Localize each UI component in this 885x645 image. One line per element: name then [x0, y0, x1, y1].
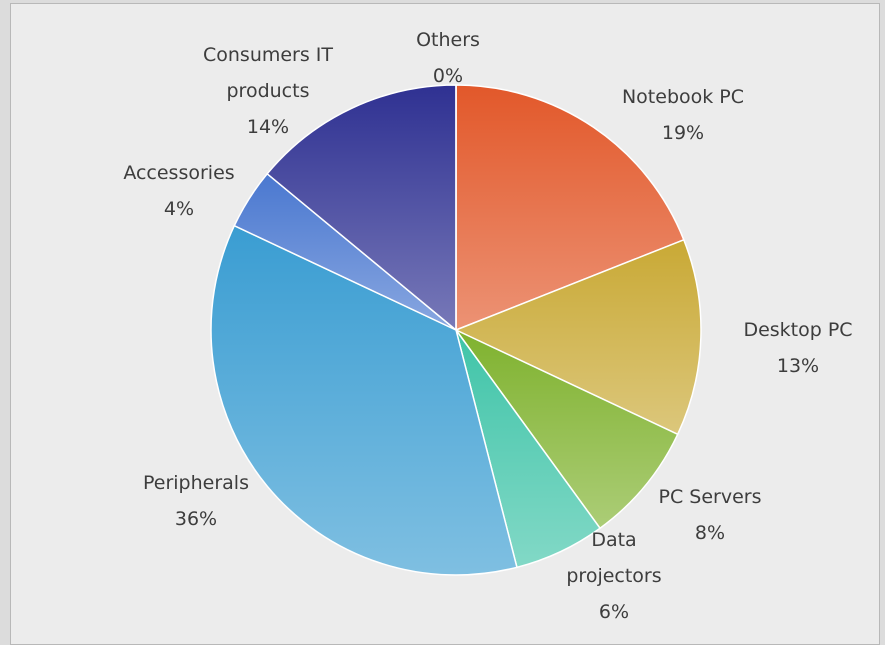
value-label: 8%: [694, 522, 726, 544]
slice-shine: [267, 84, 456, 330]
value-label: 13%: [776, 355, 820, 377]
category-label: Accessories: [123, 162, 235, 184]
value-label: 0%: [432, 65, 464, 87]
slice-label: Data projectors 6%: [554, 522, 674, 630]
slice-label: Consumers IT products 14%: [168, 37, 368, 145]
category-label: Desktop PC: [743, 319, 853, 341]
slice-shine: [210, 225, 517, 575]
category-label: Data projectors: [566, 529, 662, 587]
slice-label: Others 0%: [388, 22, 508, 94]
chart: [210, 84, 702, 576]
slice-label: PC Servers 8%: [630, 479, 790, 551]
slice-shine: [234, 173, 456, 330]
value-label: 36%: [174, 508, 218, 530]
slice-shine: [456, 330, 678, 529]
slice-shine: [456, 239, 701, 435]
page: Notebook PC 19% Desktop PC 13% PC Servers 8% D…: [10, 3, 885, 645]
slice-label: Desktop PC 13%: [708, 312, 885, 384]
value-label: 6%: [598, 601, 630, 623]
value-label: 19%: [661, 122, 705, 144]
slice-label: Notebook PC 19%: [583, 79, 783, 151]
category-label: Peripherals: [143, 472, 249, 494]
category-label: PC Servers: [658, 486, 762, 508]
slice-shine: [456, 330, 601, 568]
category-label: Notebook PC: [621, 86, 745, 108]
slice-label: Peripherals 36%: [106, 465, 286, 537]
slice-label: Accessories 4%: [89, 155, 269, 227]
slice-shine: [456, 85, 684, 330]
category-label: Consumers IT products: [202, 44, 334, 102]
category-label: Others: [416, 29, 480, 51]
value-label: 4%: [163, 198, 195, 220]
value-label: 14%: [246, 116, 290, 138]
